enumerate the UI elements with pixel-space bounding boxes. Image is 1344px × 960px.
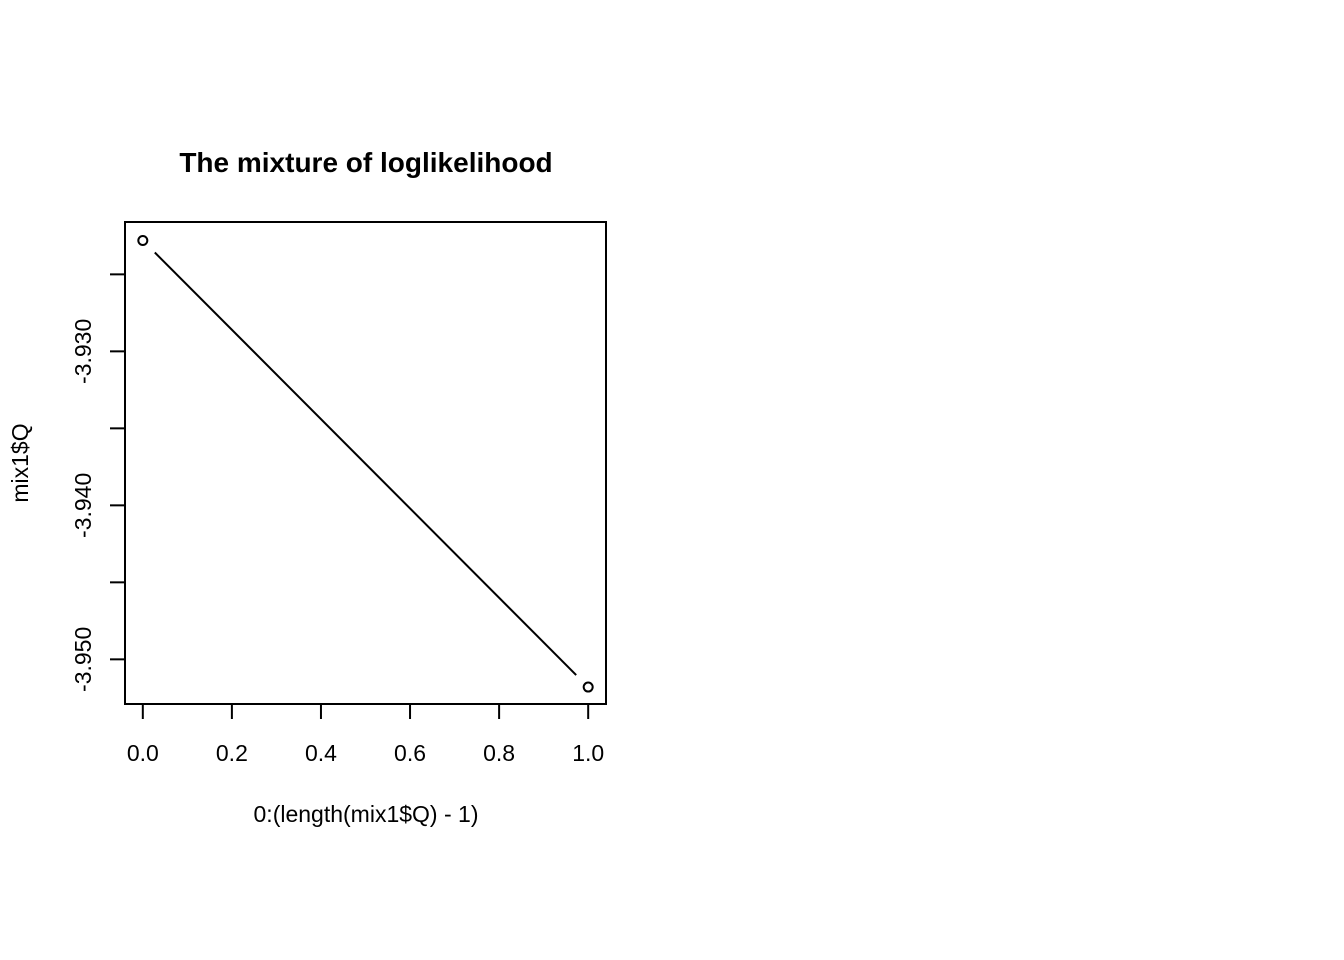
x-tick-label: 0.0 — [127, 740, 159, 766]
y-axis-label: mix1$Q — [7, 423, 33, 502]
x-tick-label: 0.6 — [394, 740, 426, 766]
x-tick-label: 0.8 — [483, 740, 515, 766]
x-axis-label: 0:(length(mix1$Q) - 1) — [254, 801, 479, 827]
y-tick-label: -3.940 — [70, 473, 96, 538]
x-tick-label: 1.0 — [572, 740, 604, 766]
data-point — [582, 681, 594, 693]
x-axis: 0.0 0.2 0.4 0.6 0.8 1.0 — [127, 703, 604, 766]
x-tick-label: 0.4 — [305, 740, 337, 766]
y-tick-label: -3.950 — [70, 627, 96, 692]
series-layer — [137, 234, 594, 693]
x-tick-label: 0.2 — [216, 740, 248, 766]
chart-title: The mixture of loglikelihood — [179, 147, 552, 178]
series-line-segment — [154, 251, 577, 676]
y-tick-label: -3.930 — [70, 319, 96, 384]
y-axis: -3.950 -3.940 -3.930 — [70, 273, 126, 692]
data-point — [137, 234, 149, 246]
